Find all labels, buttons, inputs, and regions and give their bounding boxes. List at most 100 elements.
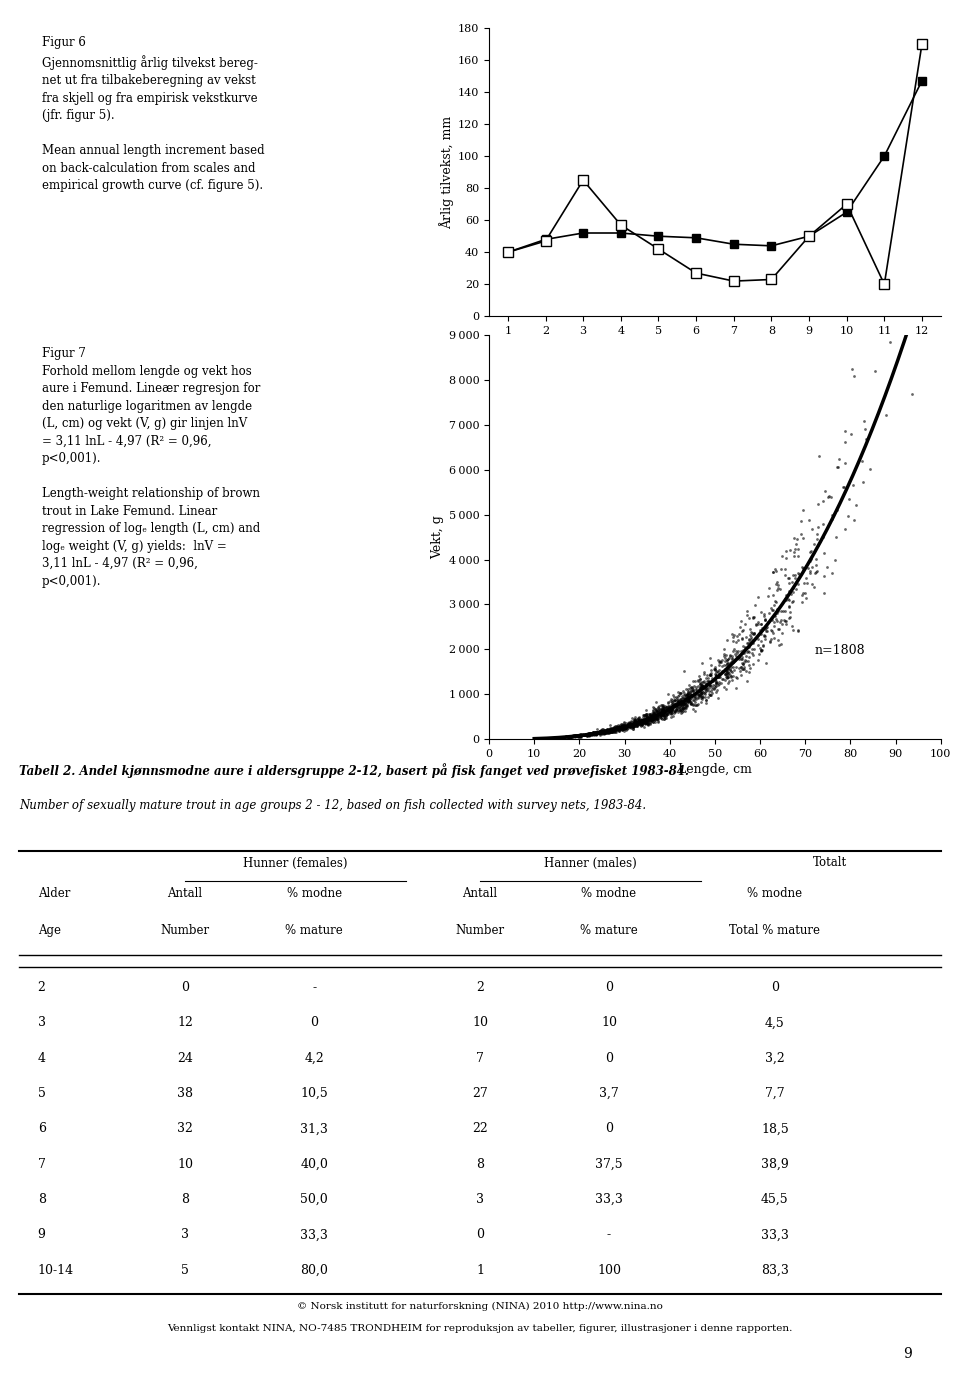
Point: [662, 697, 678, 720]
Point: [584, 722, 599, 745]
Point: [648, 702, 663, 724]
Point: [569, 725, 585, 748]
Point: [708, 672, 724, 695]
Y-axis label: Årlig tilvekst, mm: Årlig tilvekst, mm: [439, 116, 454, 228]
Point: [797, 572, 812, 594]
Point: [584, 722, 599, 745]
Point: [601, 721, 616, 743]
Point: [588, 722, 604, 745]
Point: [682, 681, 697, 703]
Point: [770, 618, 785, 640]
Point: [713, 651, 729, 674]
Point: [572, 725, 588, 748]
Point: [741, 607, 756, 629]
Point: [588, 722, 603, 745]
Point: [582, 722, 597, 745]
Point: [707, 678, 722, 700]
Point: [694, 651, 709, 674]
Point: [677, 697, 692, 720]
Point: [605, 720, 620, 742]
Point: [882, 331, 898, 354]
Point: [695, 686, 710, 709]
Point: [654, 696, 669, 718]
Point: [687, 699, 703, 721]
Point: [573, 724, 588, 746]
Point: [634, 713, 649, 735]
Point: [766, 561, 781, 583]
Point: [751, 633, 766, 656]
Point: [588, 721, 603, 743]
Point: [622, 713, 637, 735]
Point: [693, 677, 708, 699]
Point: [660, 700, 675, 722]
Point: [636, 711, 652, 734]
Point: [618, 717, 634, 739]
Point: [702, 683, 717, 706]
Point: [753, 638, 768, 660]
Point: [856, 411, 872, 433]
Point: [696, 675, 711, 697]
Point: [645, 696, 660, 718]
Point: [659, 696, 674, 718]
Point: [710, 665, 726, 688]
Point: [769, 571, 784, 593]
Point: [764, 599, 780, 621]
Point: [571, 724, 587, 746]
Point: [652, 700, 667, 722]
Point: [699, 689, 714, 711]
Point: [628, 713, 643, 735]
Point: [648, 699, 663, 721]
Point: [605, 718, 620, 741]
Point: [620, 713, 636, 735]
Point: [744, 622, 759, 644]
Point: [586, 724, 601, 746]
Point: [572, 724, 588, 746]
Point: [632, 713, 647, 735]
Point: [788, 578, 804, 600]
Point: [707, 677, 722, 699]
Point: [676, 700, 691, 722]
Point: [647, 711, 662, 734]
Point: [582, 724, 597, 746]
Point: [684, 679, 699, 702]
Point: [641, 706, 657, 728]
Point: [658, 702, 673, 724]
Point: [616, 720, 632, 742]
Point: [710, 686, 726, 709]
Point: [579, 724, 594, 746]
Point: [641, 711, 657, 734]
Point: [650, 704, 665, 727]
Point: [627, 711, 642, 734]
Point: [703, 664, 718, 686]
Point: [654, 709, 669, 731]
Point: [780, 594, 796, 617]
Point: [654, 703, 669, 725]
Point: [608, 714, 623, 736]
Point: [607, 721, 622, 743]
Point: [766, 611, 781, 633]
Point: [613, 713, 629, 735]
Point: [572, 724, 588, 746]
Point: [636, 709, 651, 731]
Point: [729, 656, 744, 678]
Point: [745, 622, 760, 644]
Point: [816, 490, 831, 512]
Point: [644, 706, 660, 728]
Point: [573, 724, 588, 746]
Point: [620, 715, 636, 738]
Point: [639, 713, 655, 735]
Point: [614, 717, 630, 739]
Point: [756, 603, 772, 625]
Point: [720, 653, 735, 675]
Point: [678, 692, 693, 714]
Point: [780, 607, 796, 629]
Point: [562, 725, 577, 748]
Point: [779, 614, 794, 636]
Point: [694, 674, 709, 696]
Point: [642, 707, 658, 729]
Point: [629, 714, 644, 736]
Point: [667, 702, 683, 724]
Point: [708, 668, 723, 690]
Point: [656, 704, 671, 727]
Point: [613, 717, 629, 739]
